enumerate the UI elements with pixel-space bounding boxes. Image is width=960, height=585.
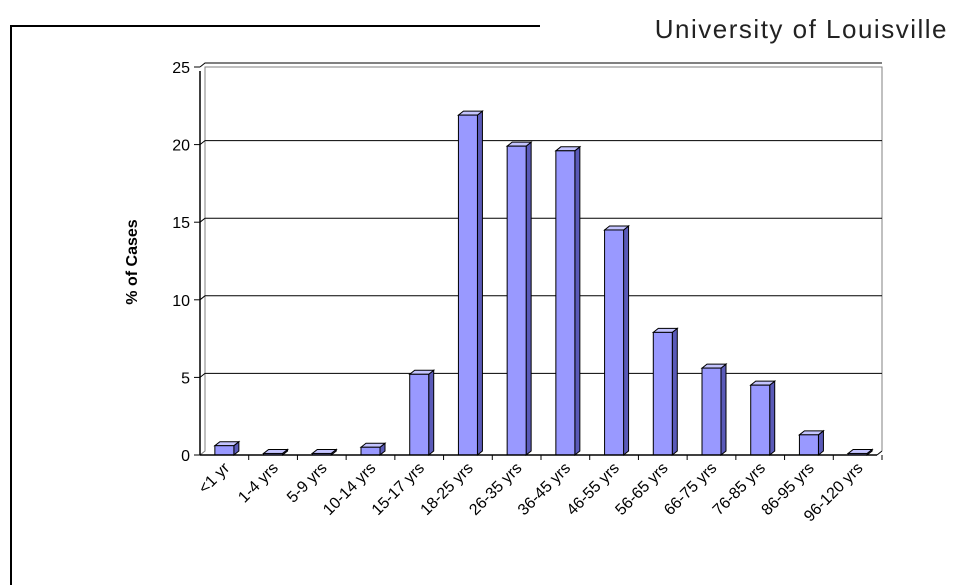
bar-front [555, 150, 576, 456]
bar-top [554, 146, 582, 152]
bar [408, 369, 436, 457]
x-tick-label: 46-55 yrs [564, 460, 623, 519]
y-tick-label: 10 [172, 293, 190, 310]
bar-side [720, 363, 727, 457]
bar [846, 448, 874, 457]
grid-line [199, 295, 882, 301]
bar-side [525, 141, 532, 457]
bar [651, 327, 679, 457]
bar-front [409, 373, 430, 456]
x-tick-label: 15-17 yrs [369, 460, 428, 519]
bar-front [214, 445, 235, 456]
x-tick-label: 66-75 yrs [661, 460, 720, 519]
bar-side [428, 369, 435, 457]
plot-area-border [199, 66, 883, 456]
bar [262, 448, 289, 457]
grid-lines [199, 62, 883, 456]
page-title: University of Louisville [654, 14, 948, 44]
y-tick-label: 25 [172, 60, 190, 77]
bar-top [846, 448, 874, 454]
bar-top [505, 141, 533, 147]
x-axis-depth-line [876, 450, 883, 456]
bar [457, 110, 484, 457]
bar [505, 141, 533, 457]
grid-line [199, 62, 882, 68]
y-tick-label: 15 [172, 215, 190, 232]
frame-top-border [10, 25, 540, 27]
bar-front [604, 229, 625, 456]
bar-side [769, 380, 776, 457]
grid-line [199, 217, 882, 223]
x-tick-label: 26-35 yrs [466, 460, 525, 519]
bar [700, 363, 728, 457]
bar-top [651, 327, 679, 333]
x-tick-label: 76-85 yrs [710, 460, 769, 519]
bar-top [213, 441, 241, 447]
bar-top [310, 448, 338, 454]
x-tick-label: 36-45 yrs [515, 460, 574, 519]
bar [554, 145, 582, 457]
bar-top [408, 369, 436, 375]
bar-front [457, 114, 478, 456]
x-tick-label: <1 yr [196, 459, 234, 497]
bar-front [652, 331, 673, 456]
bar [213, 440, 241, 457]
bar [749, 380, 777, 457]
grid-line [199, 140, 882, 145]
bar [310, 448, 338, 457]
y-tick-label: 5 [181, 370, 190, 387]
bar-front [701, 367, 722, 456]
grid-line [199, 372, 882, 378]
bar [603, 224, 630, 457]
x-tick-label: 5-9 yrs [284, 460, 331, 507]
bar-top [457, 110, 484, 116]
bar-top [749, 380, 777, 386]
frame-left-border [10, 25, 12, 585]
x-tick-label: 10-14 yrs [320, 460, 379, 519]
bar-front [750, 384, 771, 456]
x-tick-label: 18-25 yrs [418, 460, 477, 519]
bar-front [798, 434, 819, 456]
bar [798, 429, 825, 457]
x-tick-label: 56-65 yrs [612, 460, 671, 519]
bar-side [671, 327, 678, 457]
bar-front [360, 446, 381, 456]
bar-front [506, 145, 527, 456]
bar-top [262, 448, 289, 454]
bar-side [623, 224, 630, 457]
bar [359, 442, 387, 457]
y-tick-label: 0 [181, 448, 190, 465]
bar-top [359, 442, 387, 448]
bars [213, 110, 874, 457]
bar-side [574, 145, 581, 457]
y-axis-label: % of Cases [124, 219, 141, 304]
bar-side [476, 110, 483, 457]
axes [194, 66, 883, 460]
y-tick-labels: 0 5 10 15 20 25 [172, 60, 190, 465]
bar-top [603, 225, 630, 231]
bar-top [798, 430, 825, 436]
bar-top [700, 363, 728, 369]
y-tick-label: 20 [172, 138, 190, 155]
x-tick-label: 1-4 yrs [235, 460, 282, 507]
